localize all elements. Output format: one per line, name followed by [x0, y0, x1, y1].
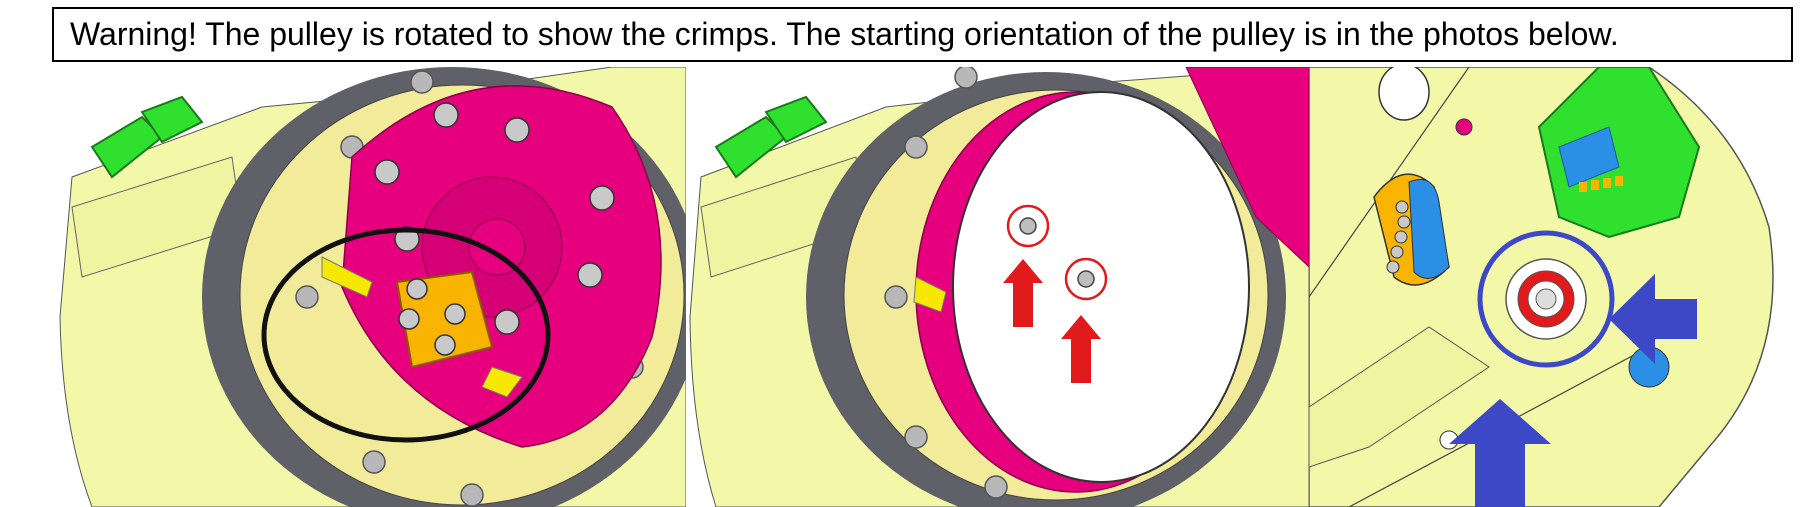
blue-arrow-up-icon	[1449, 399, 1551, 507]
red-arrow-up-icon	[1061, 315, 1101, 383]
crimp-screw-1	[1006, 204, 1050, 248]
panel-crimp-screws-covered	[686, 67, 1309, 507]
cad-render-pulley-covered	[686, 67, 1309, 507]
panel-crimps-with-pulley	[52, 67, 686, 507]
panel-starting-orientation	[1309, 67, 1802, 507]
warning-banner: Warning! The pulley is rotated to show t…	[52, 7, 1793, 62]
blue-arrow-left-icon	[1609, 274, 1697, 364]
warning-text: Warning! The pulley is rotated to show t…	[70, 16, 1619, 52]
crimp-screw-2	[1064, 257, 1108, 301]
cad-render-starting-orientation	[1309, 67, 1802, 507]
cad-render-pulley-crimps	[52, 67, 686, 507]
red-arrow-up-icon	[1003, 259, 1043, 327]
black-callout-ellipse	[261, 227, 551, 443]
blue-callout-circle	[1477, 230, 1615, 368]
